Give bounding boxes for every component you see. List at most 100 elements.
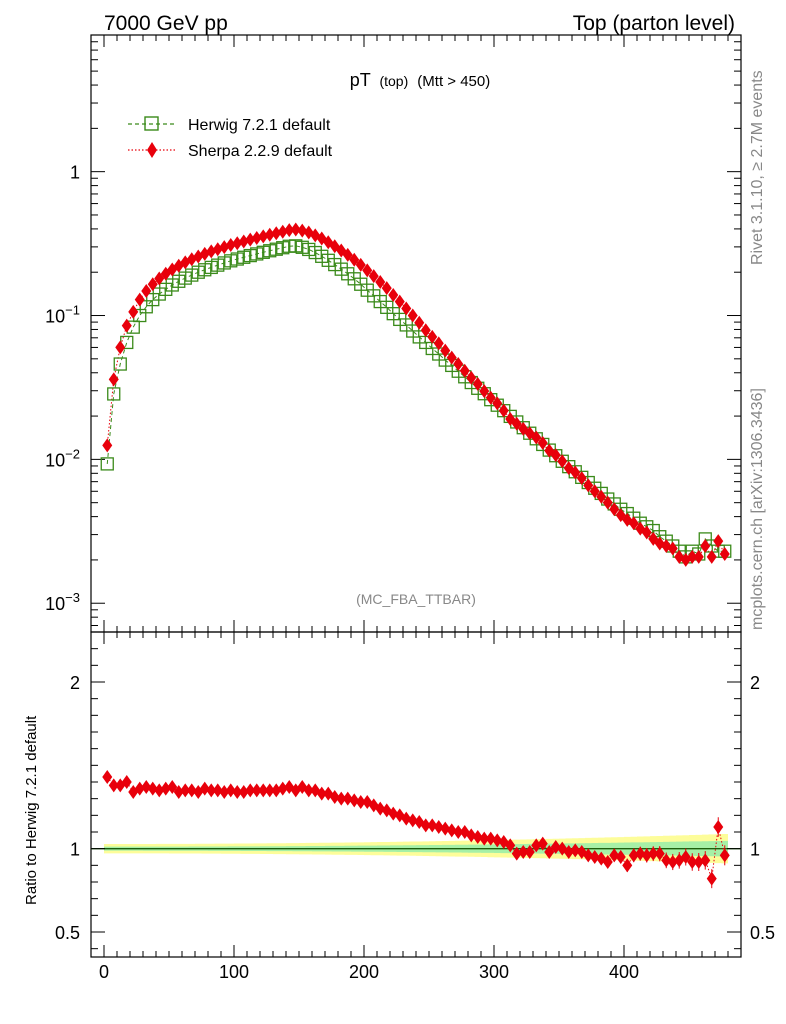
sherpa-point — [290, 222, 301, 237]
sherpa-point — [381, 281, 392, 296]
sherpa-point — [368, 269, 379, 284]
sherpa-point — [459, 363, 470, 378]
y-tick-label: 1 — [70, 163, 80, 183]
sherpa-ratio-point — [570, 843, 581, 858]
sherpa-point — [531, 430, 542, 445]
sherpa-ratio-point — [147, 781, 158, 796]
sherpa-ratio-point — [706, 871, 717, 886]
ratio-y-axis-label: Ratio to Herwig 7.2.1 default — [23, 715, 40, 905]
sherpa-point — [362, 263, 373, 278]
sherpa-ratio-point — [427, 818, 438, 833]
sherpa-point — [466, 370, 477, 385]
sherpa-ratio-point — [687, 855, 698, 869]
sherpa-ratio-point — [479, 831, 490, 846]
ratio-tick-label-left: 2 — [70, 673, 80, 693]
sherpa-ratio-point — [609, 848, 620, 863]
sherpa-point — [349, 252, 360, 267]
sherpa-ratio-point — [622, 858, 633, 873]
x-tick-label: 300 — [479, 962, 509, 982]
sherpa-ratio-point — [420, 818, 431, 833]
sherpa-ratio-point — [641, 848, 652, 863]
sherpa-point — [141, 284, 152, 299]
sherpa-point — [576, 471, 587, 486]
sherpa-ratio-point — [186, 783, 197, 798]
sherpa-point — [297, 223, 308, 238]
sherpa-point — [134, 292, 145, 307]
sherpa-point — [693, 549, 704, 564]
x-axis: 0 100 200 300 400 — [99, 962, 639, 982]
sherpa-ratio-point — [511, 846, 522, 861]
sherpa-point — [271, 226, 282, 241]
sherpa-point — [427, 329, 438, 344]
sherpa-ratio-point — [167, 780, 178, 794]
title-sub: (top) — [379, 73, 408, 89]
sherpa-ratio-point — [329, 790, 340, 804]
sherpa-point — [453, 357, 464, 372]
rivet-version-label: Rivet 3.1.10, ≥ 2.7M events — [749, 70, 766, 265]
sherpa-point — [485, 390, 496, 405]
sherpa-ratio-point — [615, 850, 626, 864]
ratio-axes: 0.5 0.5 1 1 2 2 — [55, 631, 775, 957]
y-tick-label: 10−3 — [45, 590, 80, 614]
x-tick-label: 100 — [219, 962, 249, 982]
sherpa-point — [336, 243, 347, 258]
sherpa-ratio-point — [206, 783, 217, 798]
sherpa-ratio-point — [141, 780, 152, 794]
ratio-tick-label-right: 0.5 — [750, 923, 775, 943]
mcplots-label: mcplots.cern.ch [arXiv:1306.3436] — [749, 388, 766, 630]
sherpa-point — [479, 384, 490, 399]
ratio-tick-label-left: 0.5 — [55, 923, 80, 943]
main-axes: 10−3 10−2 10−1 1 — [45, 35, 742, 632]
sherpa-ratio-point — [121, 775, 132, 789]
sherpa-ratio-point — [446, 823, 457, 838]
sherpa-point — [570, 465, 581, 480]
sherpa-ratio-point — [544, 845, 555, 859]
y-tick-label: 10−1 — [45, 303, 80, 327]
sherpa-ratio-point — [492, 833, 503, 848]
sherpa-point — [713, 534, 724, 549]
x-tick-label: 200 — [349, 962, 379, 982]
sherpa-ratio-point — [583, 848, 594, 863]
sherpa-point — [550, 448, 561, 463]
sherpa-ratio-point — [251, 783, 262, 798]
title-main: pT — [350, 70, 371, 90]
sherpa-ratio-point — [238, 785, 249, 799]
sherpa-point — [446, 350, 457, 365]
sherpa-ratio-point — [680, 850, 691, 864]
sherpa-ratio-point — [316, 786, 327, 801]
sherpa-ratio-point — [661, 853, 672, 868]
herwig-point — [100, 457, 114, 471]
sherpa-ratio-point — [602, 855, 613, 869]
analysis-label: (MC_FBA_TTBAR) — [356, 591, 476, 607]
sherpa-point — [251, 230, 262, 245]
ratio-tick-label-right: 2 — [750, 673, 760, 693]
sherpa-point — [147, 277, 158, 292]
sherpa-ratio-point — [160, 781, 171, 796]
sherpa-point — [245, 232, 256, 247]
sherpa-point — [719, 546, 730, 561]
sherpa-point — [264, 227, 275, 242]
sherpa-ratio-point — [453, 825, 464, 839]
sherpa-ratio-point — [563, 845, 574, 859]
sherpa-point — [596, 489, 607, 504]
sherpa-ratio-point — [219, 785, 230, 799]
sherpa-point — [433, 336, 444, 351]
sherpa-ratio-point — [154, 783, 165, 798]
sherpa-point — [589, 484, 600, 499]
sherpa-ratio-point — [258, 783, 269, 798]
sherpa-point — [401, 301, 412, 316]
sherpa-point — [609, 502, 620, 517]
sherpa-point — [128, 304, 139, 319]
title-cut: (Mtt > 450) — [417, 73, 490, 90]
sherpa-point — [700, 538, 711, 553]
sherpa-ratio-point — [277, 781, 288, 796]
sherpa-ratio-point — [485, 831, 496, 846]
ratio-data — [102, 770, 730, 889]
sherpa-ratio-point — [349, 793, 360, 808]
sherpa-ratio-point — [524, 845, 535, 859]
sherpa-point — [511, 416, 522, 431]
sherpa-point — [342, 247, 353, 262]
sherpa-point — [180, 255, 191, 270]
sherpa-ratio-point — [342, 791, 353, 806]
